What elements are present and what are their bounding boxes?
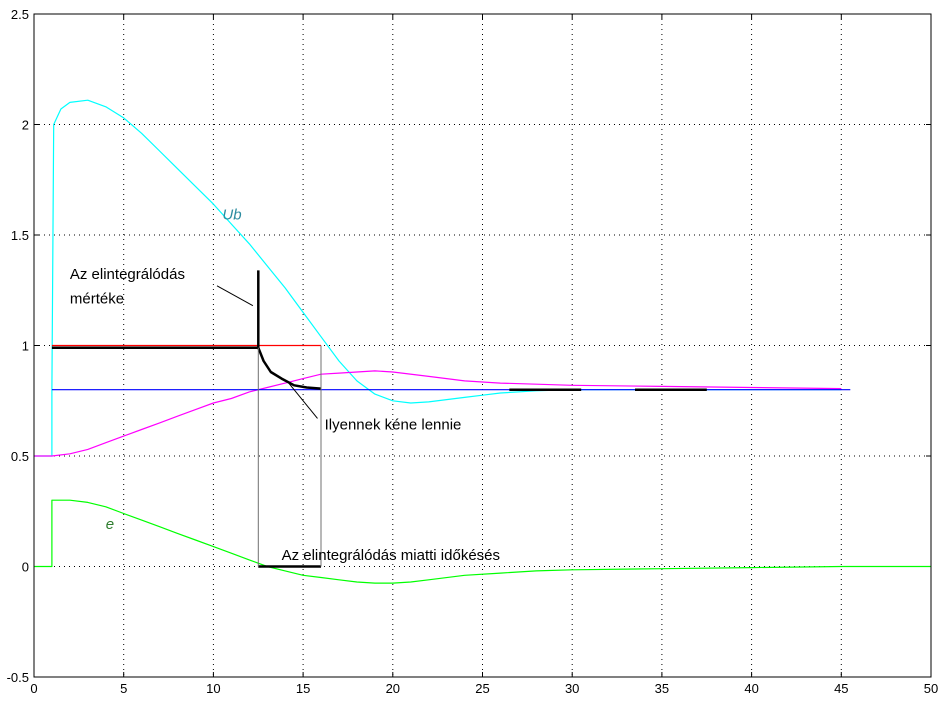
x-tick-label: 35 bbox=[655, 681, 669, 696]
plot-frame bbox=[33, 13, 932, 678]
annotation-text: Ilyennek kéne lennie bbox=[325, 416, 462, 433]
y-tick-label: 0 bbox=[22, 560, 29, 575]
series-line-e bbox=[34, 499, 931, 584]
x-tick-label: 15 bbox=[296, 681, 310, 696]
annotation-text: Az elintegrálódás bbox=[70, 266, 185, 283]
y-tick-label: 1 bbox=[22, 339, 29, 354]
series-line-ub bbox=[34, 99, 842, 457]
y-tick-label: -0.5 bbox=[7, 670, 29, 685]
overlay-group bbox=[51, 270, 707, 568]
overlay-line bbox=[257, 347, 322, 390]
y-tick-label: 1.5 bbox=[11, 228, 29, 243]
annotation-text: mértéke bbox=[70, 291, 124, 308]
axis-ticks: 0 5 10 15 20 25 30 35 40 45 50-0.500.511.522.5 bbox=[7, 7, 939, 696]
annotation-text: Az elintegrálódás miatti időkésés bbox=[282, 547, 500, 564]
series-line-1 bbox=[34, 370, 842, 457]
x-tick-label: 25 bbox=[475, 681, 489, 696]
y-tick-label: 0.5 bbox=[11, 449, 29, 464]
x-tick-label: 50 bbox=[924, 681, 938, 696]
x-tick-label: 45 bbox=[834, 681, 848, 696]
label-group: Az elintegrálódás mértéke Ilyennek kéne le… bbox=[70, 207, 500, 564]
series-label: e bbox=[106, 516, 114, 533]
overlay-line bbox=[216, 285, 254, 307]
overlay-line bbox=[288, 382, 318, 419]
x-tick-label: 30 bbox=[565, 681, 579, 696]
x-tick-label: 40 bbox=[744, 681, 758, 696]
series-label: Ub bbox=[222, 207, 241, 224]
x-tick-label: 20 bbox=[386, 681, 400, 696]
x-tick-label: 5 bbox=[120, 681, 127, 696]
series-group bbox=[34, 99, 931, 584]
x-tick-label: 10 bbox=[206, 681, 220, 696]
y-tick-label: 2.5 bbox=[11, 7, 29, 22]
grid bbox=[34, 14, 931, 677]
x-tick-label: 0 bbox=[30, 681, 37, 696]
y-tick-label: 2 bbox=[22, 118, 29, 133]
